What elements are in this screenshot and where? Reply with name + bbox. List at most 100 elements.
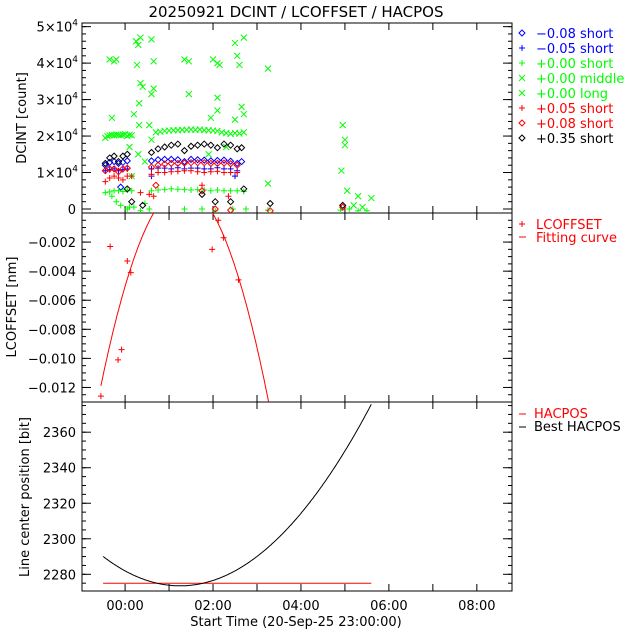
data-point xyxy=(200,158,208,167)
data-point xyxy=(174,168,181,175)
data-point xyxy=(227,169,234,176)
data-point xyxy=(145,121,153,129)
data-point xyxy=(216,61,223,69)
legend-label: +0.35 short xyxy=(536,132,613,147)
data-point xyxy=(133,61,141,69)
data-point xyxy=(174,140,182,148)
y-tick-label: 0 xyxy=(68,203,76,218)
data-point xyxy=(150,85,158,92)
data-point xyxy=(112,56,120,63)
data-point xyxy=(152,181,160,189)
lcoffset-point xyxy=(127,269,134,276)
data-point xyxy=(108,193,115,200)
data-point xyxy=(214,168,221,175)
data-point xyxy=(174,159,182,168)
data-point xyxy=(236,61,243,69)
data-point xyxy=(180,146,189,155)
data-point xyxy=(214,94,221,102)
data-point xyxy=(185,57,193,65)
y-axis-label-dcint: DCINT [count] xyxy=(15,72,30,164)
legend-marker xyxy=(518,29,526,37)
data-point xyxy=(146,205,153,212)
data-point xyxy=(137,207,144,213)
data-point xyxy=(221,187,228,194)
data-point xyxy=(147,157,156,165)
data-point xyxy=(123,150,131,158)
data-point xyxy=(146,191,153,198)
y-tick-label: 2340 xyxy=(43,462,76,477)
legend-label: Fitting curve xyxy=(536,231,617,246)
data-point xyxy=(185,90,193,98)
data-point xyxy=(266,199,274,208)
data-point xyxy=(150,57,158,65)
y-tick-label: 3×104 xyxy=(37,92,79,109)
data-point xyxy=(148,90,155,98)
data-point xyxy=(137,79,144,87)
data-point xyxy=(363,207,370,213)
data-point xyxy=(226,197,235,206)
y-tick-label: 2320 xyxy=(43,497,76,512)
data-point xyxy=(134,150,142,158)
data-point xyxy=(180,157,189,166)
data-point xyxy=(214,127,221,135)
lcoffset-point xyxy=(209,246,216,253)
data-point xyxy=(341,136,349,144)
data-point xyxy=(343,187,351,195)
y-tick-label: 5×104 xyxy=(37,19,79,36)
data-point xyxy=(114,168,123,176)
data-point xyxy=(181,167,188,174)
legend-marker xyxy=(519,60,525,66)
y-tick-label: 1×104 xyxy=(37,165,79,182)
y-tick-label: 4×104 xyxy=(37,55,79,72)
legend-label: Best HACPOS xyxy=(534,420,621,435)
legend-label: +0.05 short xyxy=(536,102,613,117)
legend-marker xyxy=(519,105,525,111)
data-point xyxy=(187,142,195,150)
data-point xyxy=(148,136,155,144)
data-point xyxy=(181,205,188,212)
data-point xyxy=(137,34,144,41)
data-point xyxy=(110,165,118,173)
data-point xyxy=(150,193,157,200)
lcoffset-point xyxy=(107,243,114,250)
data-point xyxy=(187,155,195,164)
y-tick-label: 2×104 xyxy=(37,128,79,145)
data-point xyxy=(106,56,114,63)
y-tick-label: 2300 xyxy=(43,533,76,548)
data-point xyxy=(161,169,168,176)
data-point xyxy=(231,39,239,47)
x-tick-label: 06:00 xyxy=(370,599,407,614)
y-axis-label-lcoffset: LCOFFSET [nm] xyxy=(5,257,20,358)
legend-label: LCOFFSET xyxy=(536,218,602,233)
data-point xyxy=(367,194,375,202)
lcoffset-point xyxy=(115,356,122,363)
data-point xyxy=(119,131,127,138)
data-point xyxy=(123,157,131,165)
data-point xyxy=(227,187,234,194)
data-point xyxy=(355,207,362,213)
data-point xyxy=(127,197,136,206)
data-point xyxy=(264,65,272,72)
legend-marker xyxy=(518,119,526,127)
data-point xyxy=(220,159,228,167)
data-point xyxy=(113,198,120,205)
data-point xyxy=(188,187,195,194)
data-point xyxy=(193,141,202,149)
data-point xyxy=(209,56,217,63)
legend-marker xyxy=(518,74,526,82)
y-tick-label: −0.010 xyxy=(28,352,76,367)
legend-label: +0.00 short xyxy=(536,57,613,72)
panel-frame-0 xyxy=(81,22,513,214)
data-point xyxy=(207,114,215,122)
data-point xyxy=(225,193,232,200)
data-point xyxy=(231,116,239,123)
data-point xyxy=(240,110,248,118)
data-point xyxy=(134,41,142,49)
data-point xyxy=(338,167,345,175)
data-point xyxy=(207,141,215,149)
y-tick-label: −0.002 xyxy=(28,236,76,251)
data-point xyxy=(147,148,156,157)
data-point xyxy=(126,204,133,211)
